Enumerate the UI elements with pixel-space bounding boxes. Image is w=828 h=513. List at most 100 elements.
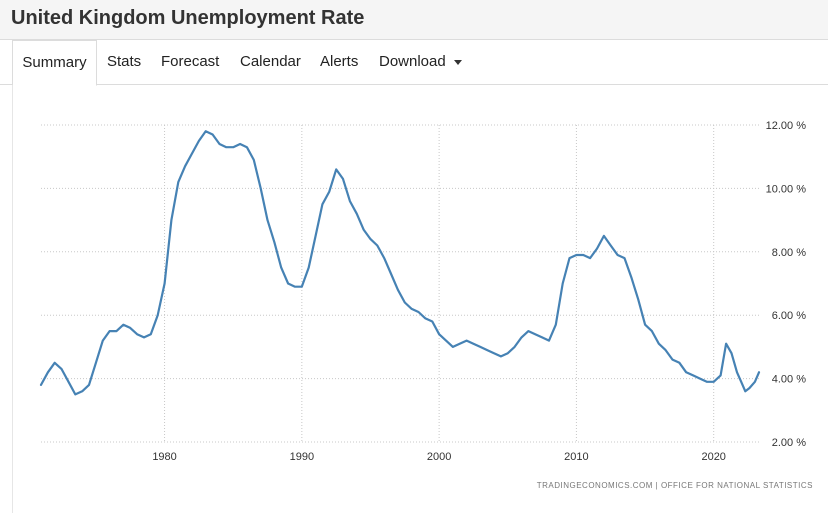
data-point [163, 282, 166, 285]
data-point [102, 339, 104, 342]
data-point [47, 371, 49, 373]
data-point [582, 254, 584, 256]
data-point [603, 235, 605, 237]
data-point [555, 324, 557, 326]
data-point [699, 378, 701, 380]
data-point [184, 165, 186, 167]
data-point [54, 362, 56, 364]
data-point [730, 352, 733, 354]
x-tick-label: 1980 [152, 451, 176, 463]
data-point [390, 273, 392, 275]
data-point [562, 282, 564, 285]
data-point [459, 343, 461, 345]
data-point [335, 168, 337, 170]
tab-alerts[interactable]: Alerts [320, 53, 359, 70]
data-point [218, 143, 221, 145]
data-point [349, 200, 351, 202]
data-point [150, 333, 152, 335]
page-title: United Kingdom Unemployment Rate [11, 7, 365, 29]
tab-download[interactable]: Download [379, 40, 462, 85]
data-point [74, 393, 76, 396]
data-point [589, 257, 591, 259]
data-point [424, 317, 426, 319]
data-point [369, 238, 372, 240]
data-point [239, 143, 241, 145]
data-point [520, 336, 523, 338]
data-point [411, 308, 413, 310]
data-point [678, 362, 680, 364]
page-header: United Kingdom Unemployment Rate [0, 0, 828, 40]
data-point [122, 324, 124, 326]
data-point [321, 203, 324, 205]
data-point [616, 254, 619, 256]
source-label: TRADINGECONOMICS.COM | OFFICE FOR NATION… [537, 481, 813, 490]
data-point [191, 152, 193, 155]
data-point [465, 339, 468, 342]
data-point [356, 213, 358, 215]
data-point [246, 146, 248, 148]
data-point [452, 346, 454, 348]
data-point [472, 343, 475, 345]
data-point [740, 381, 742, 383]
data-point [404, 301, 406, 304]
data-point [157, 314, 159, 316]
tab-stats[interactable]: Stats [107, 53, 142, 70]
data-point [541, 336, 543, 338]
data-point [665, 349, 667, 351]
tab-bar: Summary Stats Forecast Calendar Alerts D… [0, 40, 828, 86]
data-point [431, 320, 433, 323]
data-point [287, 282, 289, 285]
data-point [514, 346, 516, 348]
data-point [60, 368, 63, 370]
tab-download-label: Download [379, 53, 446, 70]
data-point [671, 358, 674, 361]
y-tick-label: 8.00 % [772, 247, 806, 259]
data-point [177, 181, 179, 183]
chart-area: 2.00 % 4.00 % 6.00 % 8.00 % 10.00 % 12.00 % 19… [12, 85, 828, 513]
data-point [736, 371, 738, 373]
data-point [630, 276, 632, 278]
data-point [685, 371, 687, 373]
x-tick-label: 2000 [427, 451, 451, 463]
series-line [39, 130, 761, 396]
data-point [205, 130, 207, 132]
data-point [748, 387, 750, 389]
data-point [534, 333, 536, 335]
data-point [568, 257, 571, 259]
data-point [136, 333, 138, 335]
data-point [266, 219, 269, 221]
data-point [479, 346, 481, 348]
data-point [88, 384, 90, 386]
data-point [651, 330, 653, 332]
data-point [314, 235, 317, 237]
data-point [623, 257, 626, 259]
data-point [143, 336, 145, 338]
data-point [40, 384, 42, 386]
tab-calendar[interactable]: Calendar [240, 53, 301, 70]
data-point [725, 343, 727, 345]
data-point [342, 178, 344, 180]
data-point [280, 267, 282, 269]
data-point [212, 133, 214, 136]
data-point [328, 190, 330, 193]
tab-forecast[interactable]: Forecast [161, 53, 220, 70]
data-point [493, 352, 495, 354]
data-point [170, 219, 173, 221]
data-point [713, 381, 715, 383]
data-point [253, 159, 255, 161]
data-point [658, 343, 660, 345]
data-point [706, 381, 708, 383]
x-tick-label: 2020 [701, 451, 725, 463]
data-point [417, 311, 420, 313]
caret-down-icon [453, 59, 462, 65]
data-point [376, 244, 378, 247]
x-tick-label: 1990 [290, 451, 314, 463]
data-point [692, 374, 694, 377]
y-tick-label: 12.00 % [766, 120, 807, 132]
unemployment-chart: 2.00 % 4.00 % 6.00 % 8.00 % 10.00 % 12.00 % 19… [39, 120, 813, 490]
tab-summary[interactable]: Summary [12, 40, 97, 86]
y-tick-label: 2.00 % [772, 437, 806, 449]
data-point [95, 362, 97, 364]
data-point [198, 140, 200, 142]
data-point [109, 330, 111, 332]
